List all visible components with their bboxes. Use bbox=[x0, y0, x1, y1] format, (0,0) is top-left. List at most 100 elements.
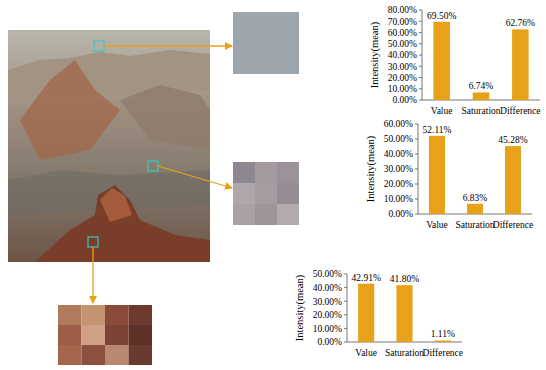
patch-haze-cell bbox=[233, 183, 255, 204]
x-tick-label: Difference bbox=[493, 220, 533, 230]
patch-haze-cell bbox=[277, 183, 299, 204]
y-axis-title: Intensity(mean) bbox=[294, 274, 306, 341]
patch-haze-cell bbox=[255, 183, 277, 204]
y-tick-label: 60.00% bbox=[388, 28, 417, 38]
y-axis bbox=[422, 10, 423, 100]
bar bbox=[396, 285, 412, 342]
y-tick bbox=[415, 184, 418, 185]
photo-foreground bbox=[35, 185, 210, 262]
bar bbox=[467, 204, 483, 214]
bar-chart: 0.00%10.00%20.00%30.00% 40.00%50.00%60.00… bbox=[369, 5, 541, 116]
y-tick bbox=[415, 139, 418, 140]
bar bbox=[473, 92, 490, 100]
y-tick bbox=[419, 77, 422, 78]
photo-marker bbox=[88, 237, 98, 247]
y-tick-label: 0.00% bbox=[317, 337, 342, 347]
y-tick-label: 80.00% bbox=[388, 5, 417, 15]
y-tick bbox=[344, 301, 347, 302]
y-tick-label: 30.00% bbox=[313, 297, 342, 307]
y-tick-label: 10.00% bbox=[384, 194, 413, 204]
y-tick-label: 40.00% bbox=[313, 283, 342, 293]
arrow bbox=[158, 166, 232, 188]
photo-butte bbox=[20, 60, 120, 160]
y-axis-title: Intensity(mean) bbox=[369, 21, 381, 88]
patch-rock-cell bbox=[58, 305, 82, 325]
photo-marker bbox=[94, 41, 104, 51]
y-tick-label: 20.00% bbox=[384, 179, 413, 189]
y-tick bbox=[344, 274, 347, 275]
y-tick-label: 40.00% bbox=[384, 149, 413, 159]
patch-haze-cell bbox=[255, 162, 277, 183]
patch-haze-cell bbox=[277, 204, 299, 225]
y-tick bbox=[419, 100, 422, 101]
figure: 0.00%10.00%20.00%30.00%40.00%50.00%60.00… bbox=[0, 0, 546, 370]
x-tick-label: Saturation bbox=[461, 106, 500, 116]
x-tick-label: Value bbox=[355, 348, 377, 358]
y-tick bbox=[344, 314, 347, 315]
y-tick bbox=[415, 124, 418, 125]
y-axis-title: Intensity(mean) bbox=[365, 135, 377, 202]
patch-rock-cell bbox=[129, 325, 153, 345]
bars bbox=[433, 22, 528, 100]
patch-rock-cell bbox=[82, 325, 106, 345]
y-tick-label: 70.00% bbox=[388, 17, 417, 27]
y-tick bbox=[415, 169, 418, 170]
patch-rock-cell bbox=[82, 345, 106, 365]
y-tick-label: 10.00% bbox=[388, 84, 417, 94]
y-axis bbox=[347, 274, 348, 342]
y-tick bbox=[415, 214, 418, 215]
bar bbox=[435, 340, 451, 342]
bar bbox=[358, 284, 374, 342]
y-tick bbox=[419, 32, 422, 33]
y-tick-label: 50.00% bbox=[384, 134, 413, 144]
y-tick-label: 50.00% bbox=[388, 39, 417, 49]
y-tick bbox=[419, 88, 422, 89]
x-tick-label: Difference bbox=[423, 348, 463, 358]
patch-rock-cell bbox=[105, 345, 129, 365]
data-label: 62.76% bbox=[506, 18, 535, 28]
y-tick bbox=[415, 199, 418, 200]
y-tick bbox=[419, 21, 422, 22]
patch-rock-cell bbox=[105, 305, 129, 325]
patch-haze-cell bbox=[233, 162, 255, 183]
y-tick-label: 0.00% bbox=[388, 209, 413, 219]
y-tick bbox=[419, 10, 422, 11]
y-tick-label: 0.00% bbox=[392, 95, 417, 105]
y-tick-label: 50.00% bbox=[313, 269, 342, 279]
data-label: 6.83% bbox=[463, 193, 488, 203]
photo-background bbox=[8, 30, 210, 262]
photo bbox=[8, 30, 210, 262]
photo-ridge bbox=[120, 85, 210, 150]
x-tick-label: Value bbox=[426, 220, 448, 230]
patch-sky bbox=[233, 12, 299, 74]
y-tick-label: 30.00% bbox=[384, 164, 413, 174]
patch-rock-cell bbox=[105, 325, 129, 345]
photo-rock bbox=[100, 188, 132, 222]
y-tick bbox=[419, 43, 422, 44]
data-label: 1.11% bbox=[431, 329, 455, 339]
bar-chart: 0.00% 10.00% 20.00% 30.00% 40.00% 50.00% Inten… bbox=[294, 269, 463, 358]
y-tick-label: 60.00% bbox=[384, 119, 413, 129]
x-tick-label: Value bbox=[431, 106, 453, 116]
arrow bbox=[104, 45, 232, 46]
bar bbox=[429, 136, 445, 214]
y-tick bbox=[419, 66, 422, 67]
arrow bbox=[92, 247, 93, 303]
y-tick bbox=[415, 154, 418, 155]
data-label: 41.80% bbox=[390, 274, 419, 284]
x-tick-label: Difference bbox=[500, 106, 540, 116]
patch-rock-cell bbox=[58, 325, 82, 345]
y-tick bbox=[344, 287, 347, 288]
y-tick-label: 20.00% bbox=[388, 73, 417, 83]
y-tick-label: 10.00% bbox=[313, 324, 342, 334]
patch-rock-cell bbox=[129, 305, 153, 325]
patch-rock-cell bbox=[82, 305, 106, 325]
y-tick-label: 20.00% bbox=[313, 310, 342, 320]
y-tick-label: 30.00% bbox=[388, 62, 417, 72]
y-tick bbox=[344, 342, 347, 343]
bar bbox=[505, 146, 521, 214]
bar bbox=[433, 22, 450, 100]
x-tick-label: Saturation bbox=[385, 348, 424, 358]
y-axis bbox=[418, 124, 419, 214]
y-tick-label: 40.00% bbox=[388, 50, 417, 60]
